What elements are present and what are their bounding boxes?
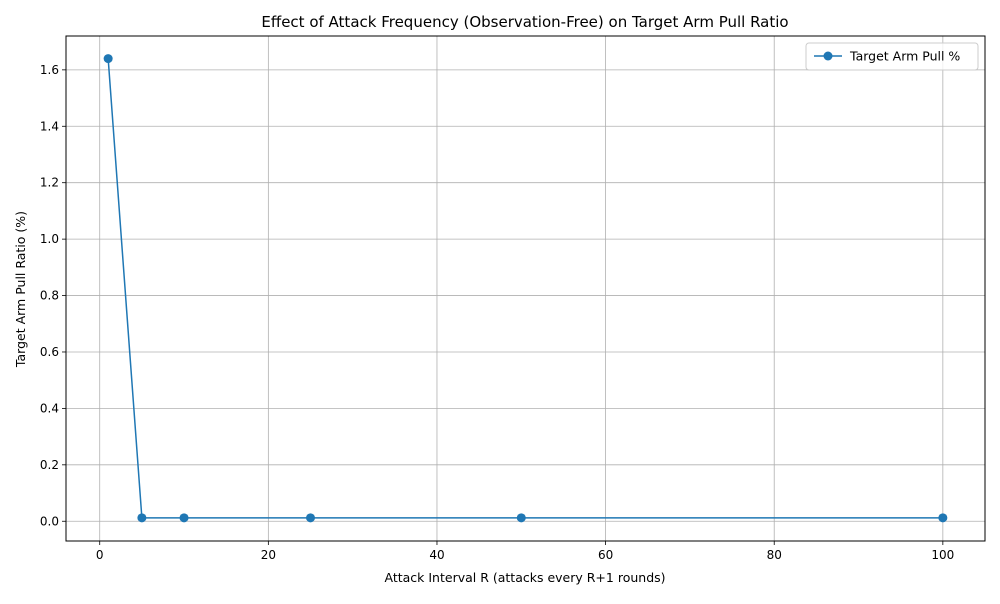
y-tick-label: 0.8: [40, 289, 59, 303]
legend-label-target-arm-pull: Target Arm Pull %: [849, 49, 960, 64]
x-tick-label: 60: [598, 548, 613, 562]
y-tick-label: 1.4: [40, 119, 59, 133]
x-axis-label: Attack Interval R (attacks every R+1 rou…: [384, 570, 665, 585]
legend: Target Arm Pull %: [805, 42, 979, 71]
y-tick-label: 0.6: [40, 345, 59, 359]
data-point: [179, 513, 189, 523]
x-tick-label: 100: [931, 548, 954, 562]
series-line-target-arm-pull: [107, 58, 943, 519]
y-tick-label: 0.4: [40, 401, 59, 415]
data-point: [137, 513, 147, 523]
data-point: [938, 513, 948, 523]
plot-area: [103, 54, 948, 523]
y-axis-label: Target Arm Pull Ratio (%): [13, 211, 28, 368]
grid-lines: [66, 36, 985, 541]
y-tick-label: 1.2: [40, 176, 59, 190]
data-point: [516, 513, 526, 523]
y-tick-label: 1.6: [40, 63, 59, 77]
x-tick-label: 80: [767, 548, 782, 562]
legend-marker-swatch: [823, 51, 833, 61]
data-point: [306, 513, 316, 523]
x-tick-label: 40: [429, 548, 444, 562]
y-tick-label: 0.0: [40, 514, 59, 528]
x-axis-ticks: 0 20 40 60 80 100: [96, 541, 954, 562]
chart-title: Effect of Attack Frequency (Observation-…: [261, 13, 788, 31]
x-tick-label: 20: [261, 548, 276, 562]
y-axis-ticks: 0.0 0.2 0.4 0.6 0.8 1.0 1.2 1.4 1.6: [40, 63, 66, 528]
axes-frame: [65, 35, 986, 542]
y-tick-label: 0.2: [40, 458, 59, 472]
data-point: [103, 54, 113, 64]
y-tick-label: 1.0: [40, 232, 59, 246]
legend-box: [805, 42, 979, 71]
x-tick-label: 0: [96, 548, 104, 562]
